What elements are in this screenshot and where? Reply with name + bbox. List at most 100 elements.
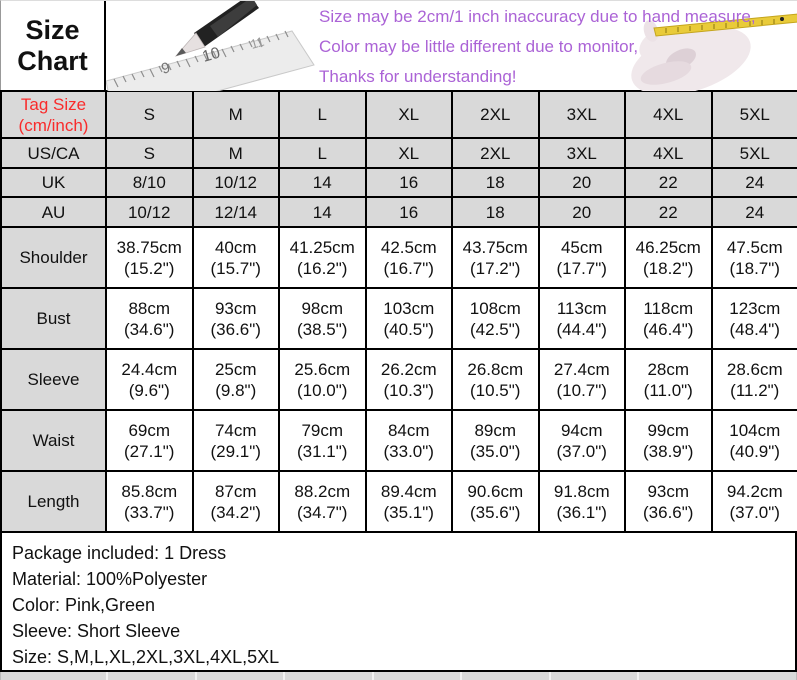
table-cell: 22: [624, 167, 713, 198]
table-cell: 24: [710, 167, 797, 198]
measurement-cell: 87cm (34.2"): [191, 470, 280, 533]
size-col-header: XL: [364, 90, 453, 139]
table-row-length: Length 85.8cm (33.7") 87cm (34.2") 88.2c…: [0, 470, 797, 533]
size-col-header: L: [278, 90, 367, 139]
measurement-cell: 123cm (48.4"): [710, 287, 797, 350]
product-details: Package included: 1 Dress Material: 100%…: [0, 533, 797, 672]
table-cell: 18: [451, 167, 540, 198]
page-title: Size Chart: [1, 1, 106, 90]
row-label-length: Length: [0, 470, 107, 533]
table-cell: 5XL: [710, 137, 797, 169]
row-label-tag-size: Tag Size (cm/inch): [0, 90, 107, 139]
note-line: Thanks for understanding!: [319, 67, 517, 86]
hand-tape-illustration: [631, 13, 797, 91]
table-cell: M: [191, 137, 280, 169]
partial-next-row: [0, 672, 797, 680]
measurement-cell: 93cm (36.6"): [624, 470, 713, 533]
table-row-waist: Waist 69cm (27.1") 74cm (29.1") 79cm (31…: [0, 409, 797, 472]
table-cell: 10/12: [105, 196, 194, 228]
measurement-cell: 90.6cm (35.6"): [451, 470, 540, 533]
partial-cell: [1, 672, 106, 680]
measurement-cell: 38.75cm (15.2"): [105, 226, 194, 289]
table-cell: 22: [624, 196, 713, 228]
measurement-cell: 46.25cm (18.2"): [624, 226, 713, 289]
measurement-cell: 94cm (37.0"): [537, 409, 626, 472]
row-label-uk: UK: [0, 167, 107, 198]
table-cell: 2XL: [451, 137, 540, 169]
svg-text:10: 10: [200, 45, 222, 66]
measurement-cell: 69cm (27.1"): [105, 409, 194, 472]
table-cell: 10/12: [191, 167, 280, 198]
table-row-bust: Bust 88cm (34.6") 93cm (36.6") 98cm (38.…: [0, 287, 797, 350]
detail-size: Size: S,M,L,XL,2XL,3XL,4XL,5XL: [12, 647, 280, 667]
measurement-cell: 28.6cm (11.2"): [710, 348, 797, 411]
table-row-tag-size: Tag Size (cm/inch) S M L XL 2XL 3XL 4XL …: [0, 90, 797, 139]
table-cell: 14: [278, 196, 367, 228]
size-col-header: M: [191, 90, 280, 139]
table-row-usca: US/CA S M L XL 2XL 3XL 4XL 5XL: [0, 137, 797, 169]
ruler-pencil-illustration: 9 10 11: [106, 1, 315, 91]
partial-cell: [371, 672, 461, 680]
measurement-cell: 41.25cm (16.2"): [278, 226, 367, 289]
measurement-cell: 43.75cm (17.2"): [451, 226, 540, 289]
size-col-header: 5XL: [710, 90, 797, 139]
size-col-header: 4XL: [624, 90, 713, 139]
banner: Size Chart 9 10 11: [0, 0, 797, 91]
measurement-cell: 42.5cm (16.7"): [364, 226, 453, 289]
measurement-cell: 26.2cm (10.3"): [364, 348, 453, 411]
row-label-bust: Bust: [0, 287, 107, 350]
measurement-cell: 103cm (40.5"): [364, 287, 453, 350]
measurement-cell: 89cm (35.0"): [451, 409, 540, 472]
measurement-cell: 28cm (11.0"): [624, 348, 713, 411]
note-line: Color may be little different due to mon…: [319, 37, 639, 56]
size-col-header: 2XL: [451, 90, 540, 139]
table-row-uk: UK 8/10 10/12 14 16 18 20 22 24: [0, 167, 797, 198]
measurement-cell: 89.4cm (35.1"): [364, 470, 453, 533]
measurement-cell: 94.2cm (37.0"): [710, 470, 797, 533]
size-chart-table: Tag Size (cm/inch) S M L XL 2XL 3XL 4XL …: [0, 90, 797, 533]
table-cell: 12/14: [191, 196, 280, 228]
table-cell: 14: [278, 167, 367, 198]
partial-cell: [637, 672, 726, 680]
measurement-cell: 25cm (9.8"): [191, 348, 280, 411]
detail-sleeve: Sleeve: Short Sleeve: [12, 621, 181, 641]
partial-cell: [460, 672, 549, 680]
measurement-cell: 85.8cm (33.7"): [105, 470, 194, 533]
size-table-wrap: Tag Size (cm/inch) S M L XL 2XL 3XL 4XL …: [0, 90, 797, 533]
measurement-cell: 24.4cm (9.6"): [105, 348, 194, 411]
disclaimer-notes: Size may be 2cm/1 inch inaccuracy due to…: [319, 7, 756, 98]
measurement-cell: 84cm (33.0"): [364, 409, 453, 472]
row-label-usca: US/CA: [0, 137, 107, 169]
detail-package: Package included: 1 Dress: [12, 543, 227, 563]
measurement-cell: 88cm (34.6"): [105, 287, 194, 350]
partial-cell: [106, 672, 195, 680]
measurement-cell: 118cm (46.4"): [624, 287, 713, 350]
measurement-cell: 113cm (44.4"): [537, 287, 626, 350]
row-label-sleeve: Sleeve: [0, 348, 107, 411]
size-col-header: 3XL: [537, 90, 626, 139]
table-row-sleeve: Sleeve 24.4cm (9.6") 25cm (9.8") 25.6cm …: [0, 348, 797, 411]
measurement-cell: 27.4cm (10.7"): [537, 348, 626, 411]
banner-illustration: 9 10 11: [106, 1, 797, 91]
table-cell: 3XL: [537, 137, 626, 169]
measurement-cell: 26.8cm (10.5"): [451, 348, 540, 411]
partial-cell: [194, 672, 284, 680]
table-cell: 20: [537, 167, 626, 198]
measurement-cell: 91.8cm (36.1"): [537, 470, 626, 533]
table-cell: 4XL: [624, 137, 713, 169]
table-cell: XL: [364, 137, 453, 169]
table-cell: 20: [537, 196, 626, 228]
table-cell: 18: [451, 196, 540, 228]
table-cell: S: [105, 137, 194, 169]
table-row-shoulder: Shoulder 38.75cm (15.2") 40cm (15.7") 41…: [0, 226, 797, 289]
row-label-waist: Waist: [0, 409, 107, 472]
measurement-cell: 25.6cm (10.0"): [278, 348, 367, 411]
size-col-header: S: [105, 90, 194, 139]
table-cell: L: [278, 137, 367, 169]
partial-cell: [283, 672, 372, 680]
note-line: Size may be 2cm/1 inch inaccuracy due to…: [319, 7, 756, 26]
measurement-cell: 93cm (36.6"): [191, 287, 280, 350]
row-label-au: AU: [0, 196, 107, 228]
measurement-cell: 104cm (40.9"): [710, 409, 797, 472]
